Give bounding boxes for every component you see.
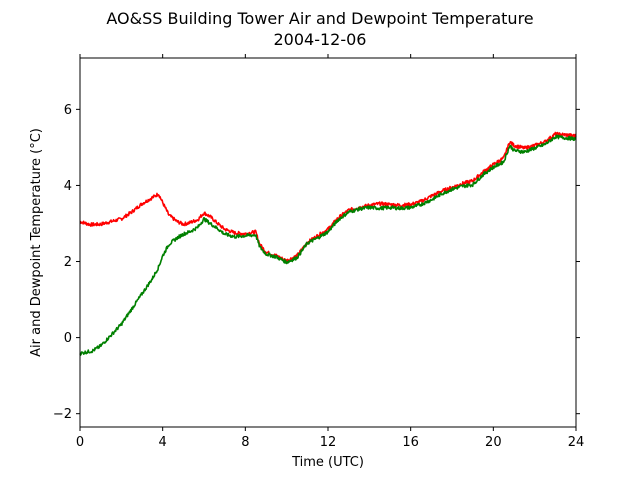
chart-title: AO&SS Building Tower Air and Dewpoint Te…: [106, 9, 533, 28]
x-tick-label: 12: [320, 435, 337, 450]
y-tick-label: 2: [64, 255, 72, 270]
x-tick-label: 20: [485, 435, 502, 450]
chart-subtitle: 2004-12-06: [274, 30, 367, 49]
y-tick-label: −2: [53, 407, 72, 422]
x-tick-label: 0: [76, 435, 84, 450]
x-tick-label: 24: [568, 435, 585, 450]
plot-frame: [79, 57, 577, 428]
y-tick-label: 4: [64, 179, 72, 194]
x-tick-label: 4: [159, 435, 167, 450]
x-axis-label: Time (UTC): [291, 455, 364, 470]
series-layer: [79, 131, 577, 356]
y-axis: −2 0 2 4 6: [53, 103, 580, 422]
y-tick-label: 6: [64, 103, 72, 118]
x-axis: 0 4 8 12 16 20 24: [76, 54, 584, 450]
series-line-1: [79, 131, 577, 263]
series-line-2: [79, 134, 577, 356]
x-tick-label: 8: [241, 435, 249, 450]
title-group: AO&SS Building Tower Air and Dewpoint Te…: [106, 9, 533, 49]
x-tick-label: 16: [402, 435, 419, 450]
y-axis-label: Air and Dewpoint Temperature (°C): [29, 128, 44, 357]
y-tick-label: 0: [64, 331, 72, 346]
